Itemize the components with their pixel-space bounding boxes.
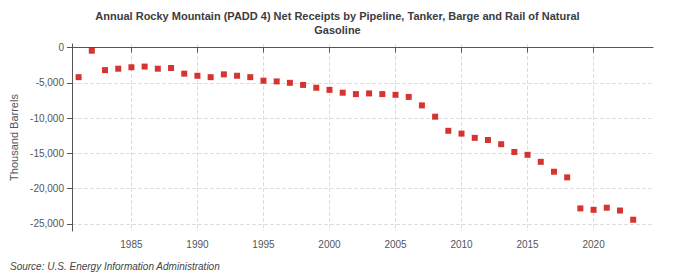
svg-text:1990: 1990 — [186, 239, 209, 250]
svg-text:-5,000: -5,000 — [36, 77, 65, 88]
svg-text:-25,000: -25,000 — [30, 218, 64, 229]
svg-text:Annual Rocky Mountain (PADD 4): Annual Rocky Mountain (PADD 4) Net Recei… — [95, 10, 579, 22]
svg-text:1995: 1995 — [252, 239, 275, 250]
svg-text:2020: 2020 — [582, 239, 605, 250]
svg-text:-20,000: -20,000 — [30, 183, 64, 194]
svg-text:Gasoline: Gasoline — [314, 24, 360, 36]
svg-text:0: 0 — [58, 42, 64, 53]
svg-text:-10,000: -10,000 — [30, 113, 64, 124]
svg-text:Thousand Barrels: Thousand Barrels — [8, 94, 20, 181]
svg-text:2015: 2015 — [516, 239, 539, 250]
svg-text:2010: 2010 — [450, 239, 473, 250]
svg-text:2000: 2000 — [318, 239, 341, 250]
svg-text:Source: U.S. Energy Informatio: Source: U.S. Energy Information Administ… — [10, 261, 220, 272]
svg-text:1985: 1985 — [120, 239, 143, 250]
svg-text:2005: 2005 — [384, 239, 407, 250]
svg-text:-15,000: -15,000 — [30, 148, 64, 159]
